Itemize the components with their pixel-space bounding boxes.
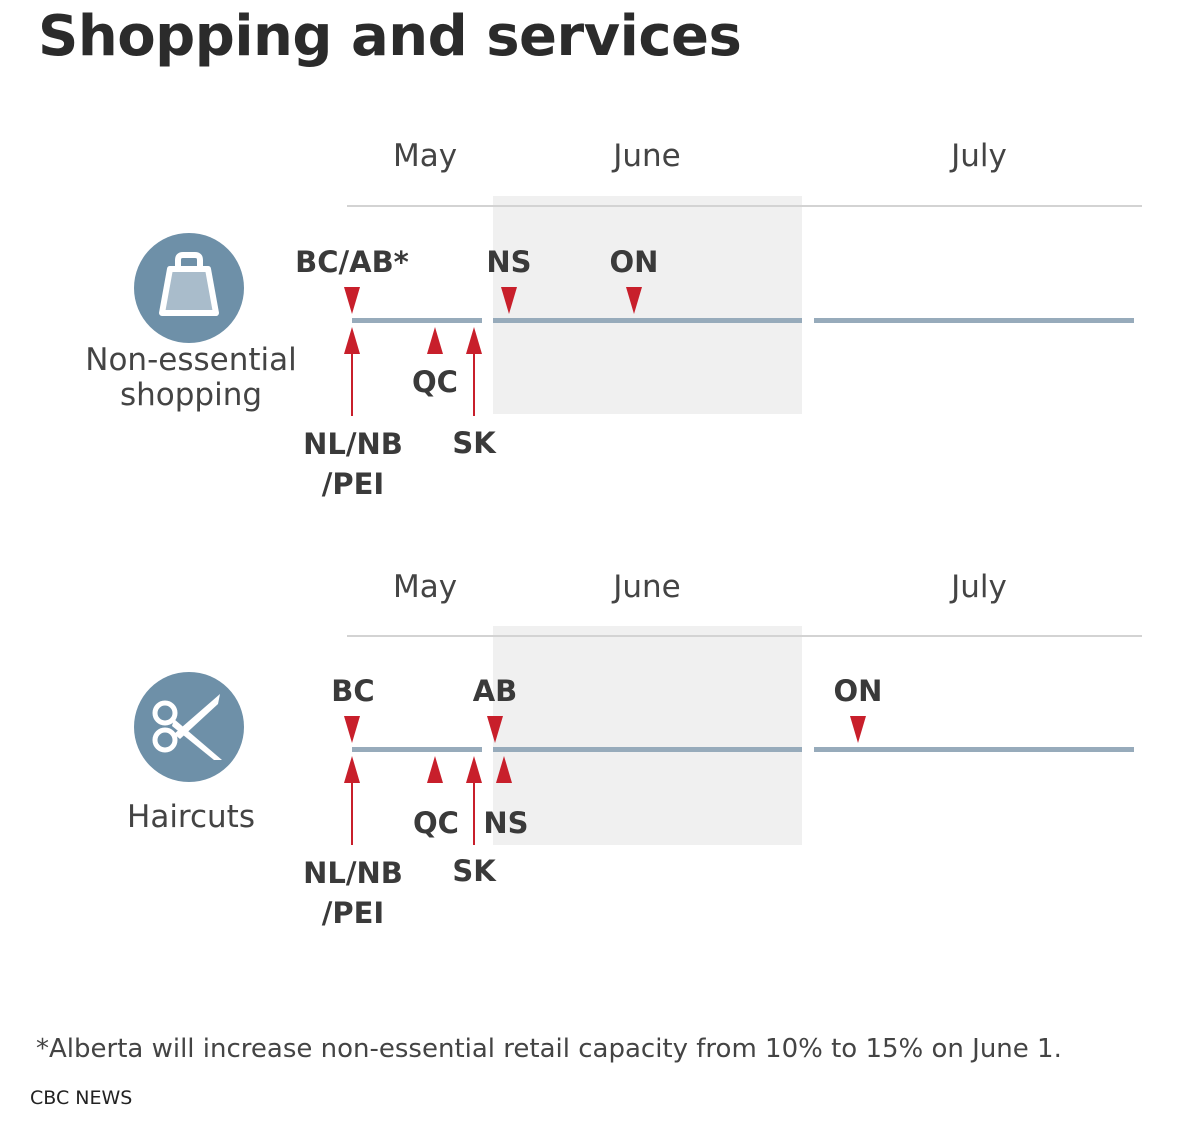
month-axis-line xyxy=(347,635,1142,637)
scissors-icon xyxy=(134,672,244,782)
month-label: July xyxy=(951,569,1007,605)
marker-label: QC xyxy=(413,806,459,840)
marker-label: NL/NB/PEI xyxy=(303,427,403,501)
marker-label: QC xyxy=(412,365,458,399)
month-label: July xyxy=(951,138,1007,174)
marker-down-icon xyxy=(487,716,503,743)
marker-label: ON xyxy=(833,674,883,708)
shopping-bag-icon xyxy=(134,233,244,343)
month-label: May xyxy=(392,138,458,174)
footnote: *Alberta will increase non-essential ret… xyxy=(36,1034,1062,1064)
month-label: June xyxy=(613,569,681,605)
marker-up-icon xyxy=(427,327,443,354)
marker-up-icon xyxy=(466,756,482,783)
month-axis-line xyxy=(347,205,1142,207)
page-title: Shopping and services xyxy=(38,4,742,69)
marker-label: SK xyxy=(452,426,496,460)
month-label: June xyxy=(613,138,681,174)
timeline-segment-june xyxy=(493,318,802,323)
marker-stem xyxy=(351,781,353,845)
marker-stem xyxy=(351,352,353,416)
month-label: May xyxy=(392,569,458,605)
june-band xyxy=(493,196,802,414)
june-band xyxy=(493,626,802,845)
marker-label: NS xyxy=(483,806,529,840)
category-label: Haircuts xyxy=(127,799,255,835)
marker-down-icon xyxy=(344,287,360,314)
marker-up-icon xyxy=(344,756,360,783)
marker-label: NS xyxy=(486,245,532,279)
timeline-segment-july xyxy=(814,747,1134,752)
marker-down-icon xyxy=(626,287,642,314)
source-credit: CBC NEWS xyxy=(30,1087,133,1109)
marker-label: BC/AB* xyxy=(295,245,409,279)
marker-up-icon xyxy=(496,756,512,783)
marker-down-icon xyxy=(850,716,866,743)
timeline-segment-july xyxy=(814,318,1134,323)
marker-stem xyxy=(473,352,475,416)
marker-down-icon xyxy=(501,287,517,314)
timeline-segment-june xyxy=(493,747,802,752)
marker-up-icon xyxy=(427,756,443,783)
category-label: Non-essential shopping xyxy=(85,342,297,413)
marker-stem xyxy=(473,781,475,845)
marker-down-icon xyxy=(344,716,360,743)
marker-label: BC xyxy=(331,674,375,708)
marker-up-icon xyxy=(344,327,360,354)
marker-label: SK xyxy=(452,854,496,888)
marker-label: AB xyxy=(472,674,518,708)
marker-label: ON xyxy=(609,245,659,279)
timeline-segment-may xyxy=(352,747,482,752)
marker-label: NL/NB/PEI xyxy=(303,856,403,930)
marker-up-icon xyxy=(466,327,482,354)
timeline-segment-may xyxy=(352,318,482,323)
